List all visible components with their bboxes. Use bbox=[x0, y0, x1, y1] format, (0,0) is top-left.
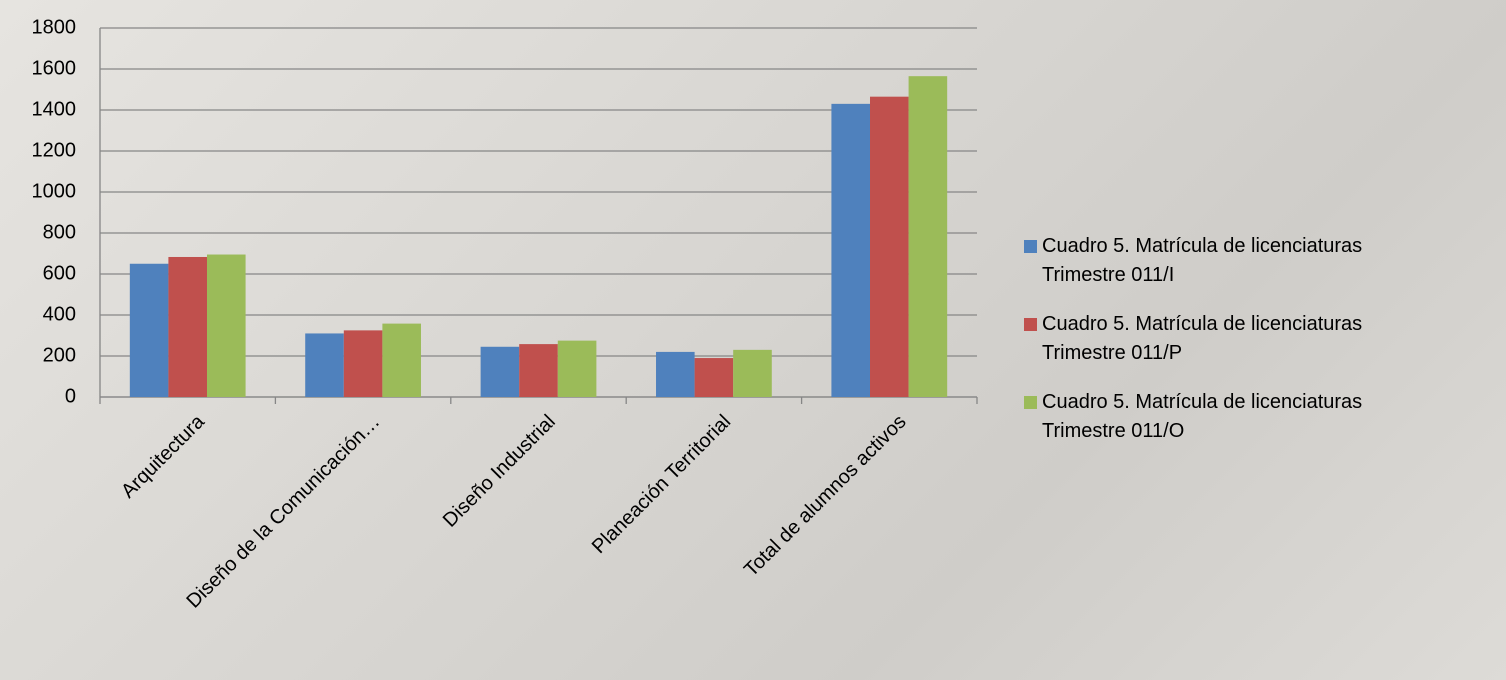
bar bbox=[206, 254, 246, 397]
y-tick-label: 1800 bbox=[32, 16, 77, 38]
x-tick-label: Diseño de la Comunicación… bbox=[183, 411, 385, 613]
legend: Cuadro 5. Matrícula de licenciaturas Tri… bbox=[1024, 232, 1494, 466]
y-tick-label: 600 bbox=[43, 262, 76, 284]
bar bbox=[305, 333, 344, 397]
legend-item: Cuadro 5. Matrícula de licenciaturas Tri… bbox=[1024, 388, 1494, 446]
y-tick-label: 800 bbox=[43, 221, 76, 243]
y-tick-label: 1400 bbox=[32, 98, 77, 120]
x-tick-label: Planeación Territorial bbox=[588, 411, 735, 558]
bar bbox=[382, 323, 421, 397]
bar bbox=[733, 349, 772, 397]
legend-item: Cuadro 5. Matrícula de licenciaturas Tri… bbox=[1024, 232, 1494, 290]
bar bbox=[870, 96, 909, 398]
bar bbox=[557, 340, 597, 397]
legend-swatch bbox=[1024, 396, 1037, 409]
bar bbox=[831, 103, 871, 397]
y-tick-label: 200 bbox=[43, 344, 76, 366]
bar bbox=[519, 344, 558, 397]
legend-swatch bbox=[1024, 318, 1037, 331]
legend-label: Cuadro 5. Matrícula de licenciaturas Tri… bbox=[1042, 391, 1363, 442]
y-tick-label: 400 bbox=[43, 303, 76, 325]
bar bbox=[480, 346, 520, 397]
y-tick-label: 1200 bbox=[32, 139, 77, 161]
y-tick-label: 0 bbox=[65, 385, 76, 407]
bar bbox=[694, 358, 734, 397]
x-tick-label: Total de alumnos activos bbox=[740, 411, 910, 581]
bar bbox=[343, 330, 383, 397]
bar bbox=[129, 263, 169, 397]
y-tick-label: 1000 bbox=[32, 180, 77, 202]
bar bbox=[168, 256, 207, 397]
legend-label: Cuadro 5. Matrícula de licenciaturas Tri… bbox=[1042, 313, 1363, 364]
legend-swatch bbox=[1024, 240, 1037, 253]
legend-label: Cuadro 5. Matrícula de licenciaturas Tri… bbox=[1042, 235, 1363, 286]
x-tick-label: Arquitectura bbox=[117, 410, 209, 502]
x-tick-label: Diseño Industrial bbox=[439, 411, 560, 532]
legend-item: Cuadro 5. Matrícula de licenciaturas Tri… bbox=[1024, 310, 1494, 368]
y-tick-label: 1600 bbox=[32, 57, 77, 79]
bar bbox=[908, 76, 948, 398]
bar bbox=[656, 351, 695, 397]
